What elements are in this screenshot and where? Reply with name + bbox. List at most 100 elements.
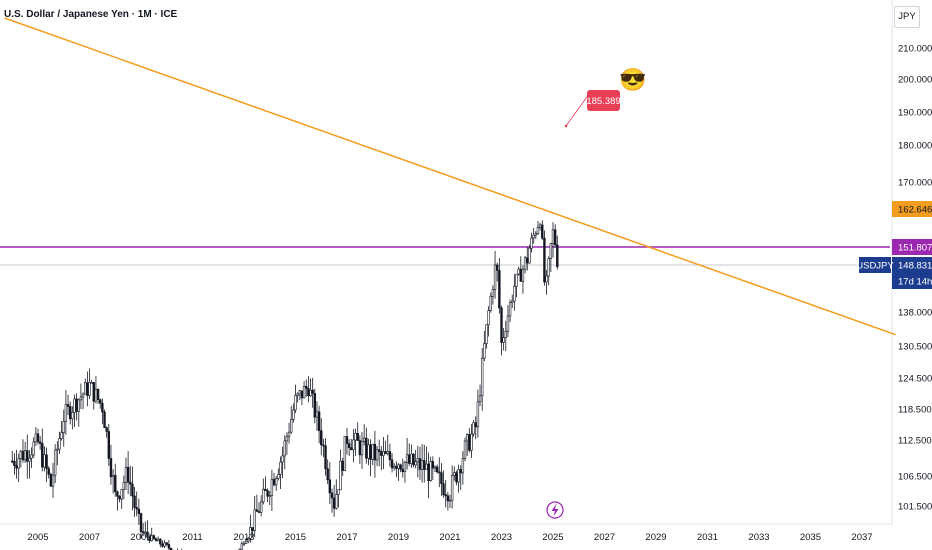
candle-body — [397, 464, 400, 469]
candle-body — [399, 464, 402, 470]
candle-body — [287, 431, 291, 437]
candle-body — [429, 461, 432, 481]
resistance-value-badge: 151.807 — [898, 243, 932, 254]
currency-button[interactable]: JPY — [894, 6, 920, 28]
y-tick-label: 138.000 — [898, 308, 932, 319]
x-tick-label: 2005 — [27, 532, 48, 543]
candle-body — [167, 544, 171, 549]
trendline-value-badge: 162.646 — [898, 205, 932, 216]
candle-body — [362, 437, 366, 442]
candle-body — [530, 237, 533, 249]
candle-body — [352, 439, 355, 451]
candle-body — [105, 427, 108, 432]
candle-body — [122, 482, 126, 491]
candle-body — [498, 270, 501, 309]
x-tick-label: 2013 — [233, 532, 254, 543]
candle-body — [305, 385, 308, 389]
y-tick-label: 180.000 — [898, 141, 932, 152]
candle-body — [478, 395, 482, 403]
candle-body — [326, 468, 329, 481]
candle-body — [156, 538, 160, 542]
candle-body — [296, 393, 299, 396]
resistance-value-badge-box — [892, 239, 932, 255]
x-tick-label: 2021 — [439, 532, 460, 543]
candle-body — [511, 300, 514, 303]
candle-body — [279, 461, 282, 475]
candle-body — [19, 450, 23, 459]
trendline-value-badge-box — [892, 201, 932, 217]
candle-body — [129, 481, 132, 485]
candle-body — [86, 382, 89, 396]
candle-body — [124, 466, 128, 483]
candle-body — [71, 412, 74, 420]
candle-body — [388, 451, 392, 461]
countdown-badge-box — [892, 273, 932, 289]
candle-body — [45, 454, 48, 469]
candle-body — [515, 273, 518, 287]
candle-body — [84, 382, 87, 395]
candle-body — [11, 460, 14, 463]
candle-body — [459, 469, 462, 474]
candle-body — [294, 395, 297, 411]
candle-body — [66, 404, 70, 407]
candle-body — [139, 513, 143, 532]
candle-body — [500, 307, 503, 343]
candle-body — [435, 466, 439, 473]
candle-body — [60, 432, 63, 439]
trendline — [4, 17, 896, 336]
candle-body — [49, 474, 53, 487]
candle-body — [427, 463, 430, 481]
x-tick-label: 2037 — [851, 532, 872, 543]
candle-body — [446, 495, 450, 502]
candle-body — [519, 268, 523, 282]
candle-body — [64, 404, 68, 422]
candle-body — [13, 460, 16, 466]
candle-body — [347, 443, 351, 448]
candle-body — [442, 483, 445, 496]
candle-body — [161, 543, 164, 547]
candle-body — [371, 443, 374, 460]
candle-body — [423, 460, 426, 470]
candle-body — [103, 411, 106, 429]
candle-body — [320, 430, 323, 446]
candle-body — [268, 495, 271, 497]
candle-body — [111, 474, 115, 478]
candle-body — [107, 431, 111, 459]
candle-body — [470, 433, 473, 451]
candle-body — [247, 538, 250, 542]
x-tick-label: 2009 — [130, 532, 151, 543]
x-tick-label: 2017 — [336, 532, 357, 543]
candle-body — [116, 491, 119, 497]
candle-body — [322, 444, 325, 447]
candle-body — [281, 455, 284, 463]
x-tick-label: 2033 — [748, 532, 769, 543]
candle-body — [137, 508, 141, 514]
x-tick-label: 2035 — [800, 532, 821, 543]
candle-body — [307, 388, 310, 397]
candle-body — [148, 536, 151, 542]
y-tick-label: 106.500 — [898, 472, 932, 483]
candle-body — [476, 401, 480, 428]
candle-body — [23, 450, 27, 461]
candle-body — [311, 389, 314, 394]
candle-body — [382, 451, 385, 456]
candle-body — [480, 357, 484, 397]
candle-body — [41, 443, 44, 468]
candle-body — [249, 527, 252, 539]
candle-body — [257, 511, 261, 513]
candle-body — [536, 227, 540, 234]
candle-body — [150, 535, 153, 542]
candle-body — [253, 509, 256, 531]
candle-body — [73, 398, 76, 413]
candle-body — [240, 543, 244, 550]
candle-body — [43, 454, 46, 468]
last-price-badge: 148.831 — [898, 261, 932, 272]
candle-body — [255, 509, 259, 512]
candle-body — [491, 289, 495, 297]
candle-body — [380, 451, 383, 456]
candle-body — [90, 382, 93, 384]
candle-body — [543, 237, 546, 283]
candle-body — [450, 475, 454, 501]
